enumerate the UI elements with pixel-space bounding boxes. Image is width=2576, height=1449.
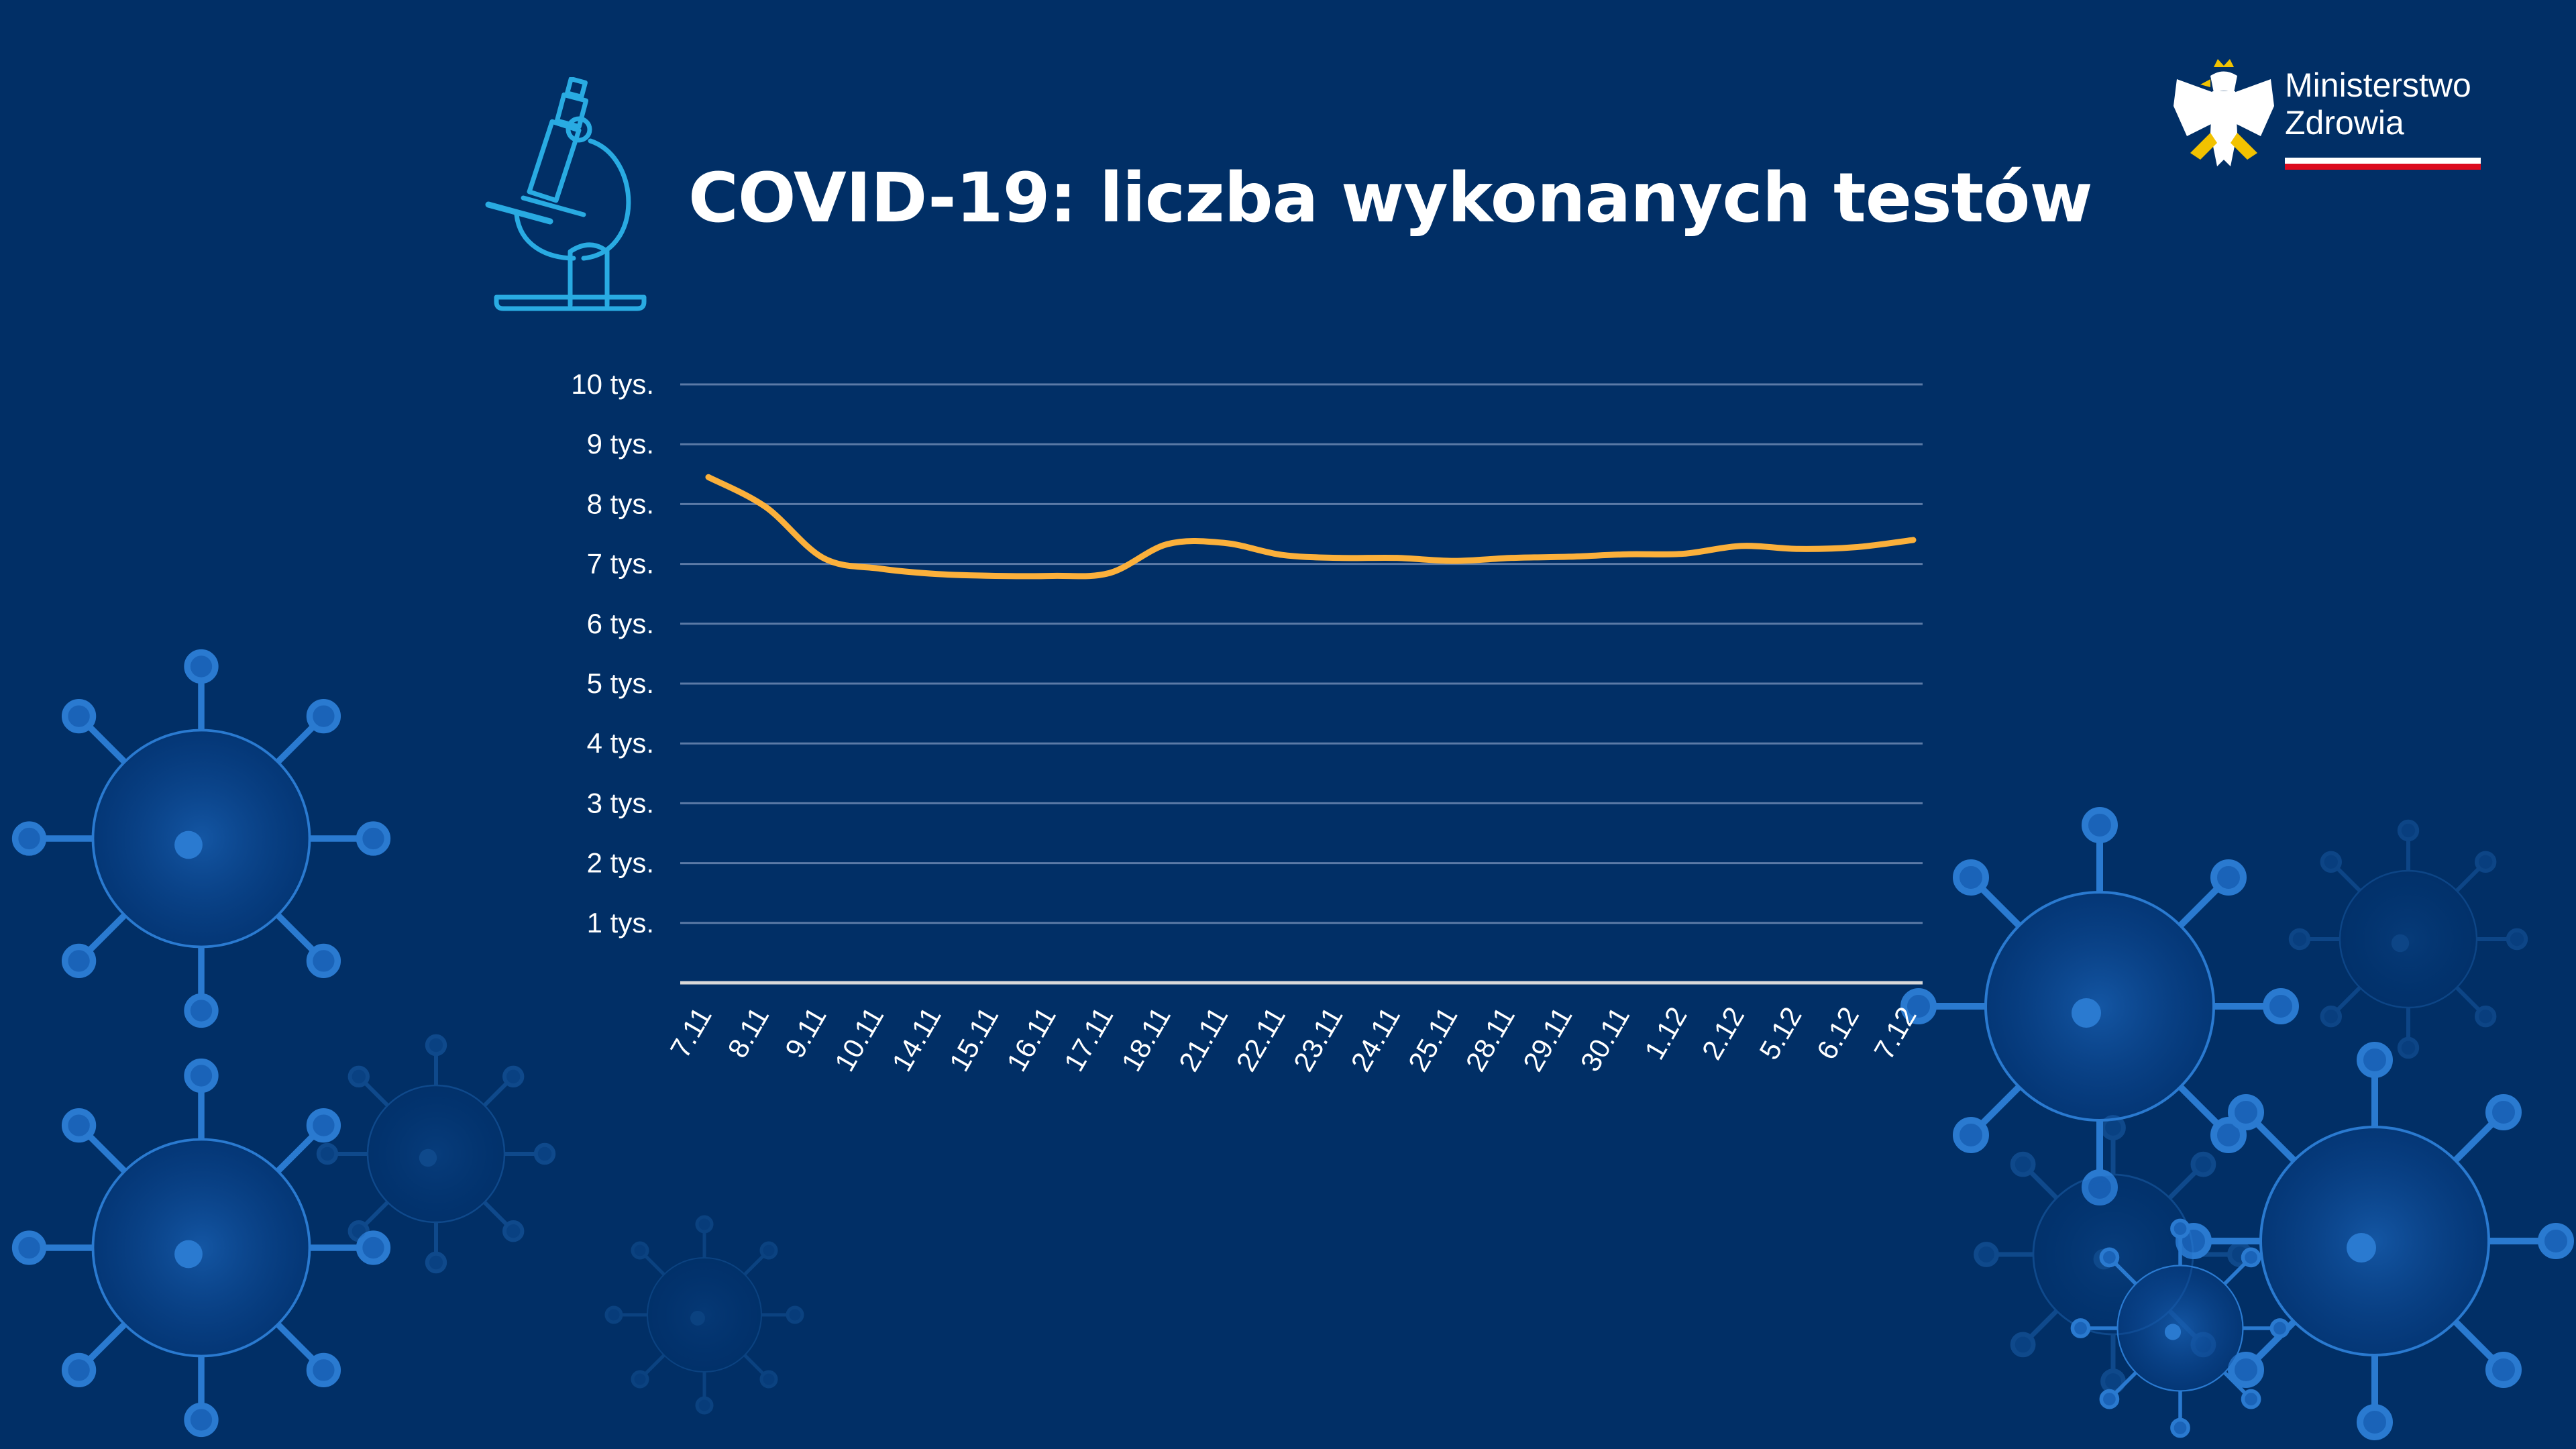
x-tick-label: 25.11 xyxy=(1402,1002,1464,1077)
x-tick-label: 23.11 xyxy=(1287,1002,1349,1077)
x-tick-label: 24.11 xyxy=(1344,1002,1406,1077)
logo-text-line1: Ministerstwo xyxy=(2285,66,2471,104)
x-tick-label: 10.11 xyxy=(828,1002,890,1077)
x-tick-label: 18.11 xyxy=(1115,1002,1177,1077)
x-tick-label: 21.11 xyxy=(1173,1002,1234,1077)
y-tick-label: 7 tys. xyxy=(587,548,654,580)
logo-text-line2: Zdrowia xyxy=(2285,104,2404,142)
y-tick-label: 3 tys. xyxy=(587,787,654,818)
y-tick-label: 4 tys. xyxy=(587,727,654,759)
x-tick-label: 7.12 xyxy=(1868,1002,1923,1065)
x-tick-label: 6.12 xyxy=(1811,1002,1866,1065)
flag-stripe-red xyxy=(2285,164,2481,170)
x-tick-label: 1.12 xyxy=(1638,1002,1693,1065)
x-tick-label: 29.11 xyxy=(1517,1002,1578,1077)
x-tick-label: 15.11 xyxy=(943,1002,1005,1077)
x-tick-label: 28.11 xyxy=(1459,1002,1521,1077)
x-tick-label: 2.12 xyxy=(1696,1002,1751,1065)
x-tick-label: 9.11 xyxy=(779,1002,833,1063)
y-tick-label: 9 tys. xyxy=(587,428,654,460)
y-tick-label: 1 tys. xyxy=(587,907,654,938)
series-line-tests xyxy=(705,474,1917,580)
page-title: COVID-19: liczba wykonanych testów xyxy=(688,158,2093,238)
polish-eagle-emblem-icon xyxy=(2174,59,2274,166)
ministry-logo: Ministerstwo Zdrowia xyxy=(2174,59,2489,173)
x-tick-label: 16.11 xyxy=(1000,1002,1062,1077)
x-tick-label: 7.11 xyxy=(664,1002,718,1063)
x-tick-label: 30.11 xyxy=(1574,1002,1635,1077)
x-tick-label: 17.11 xyxy=(1058,1002,1120,1077)
x-tick-label: 8.11 xyxy=(721,1002,775,1063)
y-tick-label: 8 tys. xyxy=(587,488,654,519)
y-tick-label: 10 tys. xyxy=(571,368,654,400)
y-tick-label: 6 tys. xyxy=(587,608,654,639)
flag-stripe xyxy=(2285,158,2481,164)
x-tick-label: 5.12 xyxy=(1753,1002,1808,1065)
x-tick-label: 14.11 xyxy=(885,1002,947,1077)
x-tick-label: 22.11 xyxy=(1230,1002,1291,1077)
y-tick-label: 2 tys. xyxy=(587,847,654,879)
microscope-icon xyxy=(485,77,647,311)
y-tick-label: 5 tys. xyxy=(587,667,654,699)
